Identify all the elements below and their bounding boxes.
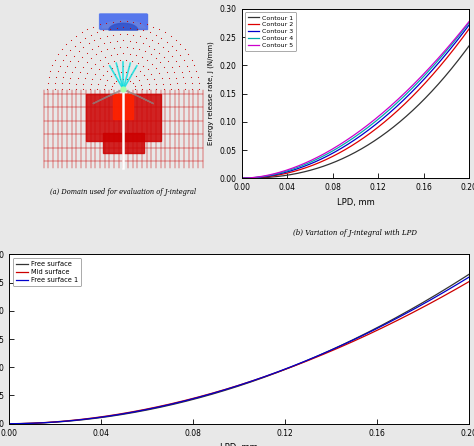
Contour 4	[348, 137, 354, 142]
Mid surface	[228, 385, 234, 390]
Contour 4	[239, 176, 245, 181]
Contour 3	[362, 130, 368, 136]
Line: Free surface 1: Free surface 1	[9, 277, 469, 424]
Polygon shape	[93, 89, 123, 104]
Contour 1	[461, 50, 466, 56]
Contour 2	[425, 77, 431, 83]
Contour 4	[461, 27, 466, 32]
Contour 3	[239, 176, 245, 181]
Contour 5	[348, 134, 354, 140]
Mid surface	[383, 323, 389, 329]
Legend: Free surface, Mid surface, Free surface 1: Free surface, Mid surface, Free surface …	[13, 258, 81, 286]
Contour 4	[425, 69, 431, 74]
Contour 1	[362, 144, 368, 149]
Contour 2	[461, 33, 466, 39]
Contour 2	[374, 125, 380, 131]
Free surface	[383, 320, 389, 326]
X-axis label: LPD, mm: LPD, mm	[337, 198, 374, 206]
Free surface	[466, 272, 472, 277]
Contour 1	[466, 43, 472, 48]
Contour 1	[425, 92, 431, 98]
Line: Contour 3: Contour 3	[242, 25, 469, 178]
Line: Mid surface: Mid surface	[9, 281, 469, 424]
Contour 4	[466, 20, 472, 25]
Free surface 1	[225, 386, 231, 392]
Line: Contour 5: Contour 5	[242, 21, 469, 178]
Contour 5	[425, 66, 431, 72]
Contour 5	[239, 176, 245, 181]
Mid surface	[7, 421, 12, 426]
Contour 4	[362, 127, 368, 132]
X-axis label: LPD, mm: LPD, mm	[220, 443, 258, 446]
Contour 2	[347, 144, 353, 149]
Free surface 1	[383, 321, 389, 326]
Polygon shape	[123, 89, 154, 104]
Text: (a) Domain used for evaluation of J-integral: (a) Domain used for evaluation of J-inte…	[50, 188, 196, 196]
Free surface 1	[466, 274, 472, 280]
Contour 3	[374, 120, 380, 126]
Contour 5	[374, 115, 380, 120]
Free surface 1	[456, 281, 461, 286]
Mid surface	[280, 368, 286, 373]
Contour 1	[348, 152, 354, 157]
Mid surface	[225, 386, 231, 391]
Line: Contour 4: Contour 4	[242, 22, 469, 178]
Contour 5	[466, 19, 472, 24]
Free surface	[7, 421, 12, 426]
Contour 3	[466, 22, 472, 27]
Line: Free surface: Free surface	[9, 274, 469, 424]
Free surface	[228, 386, 234, 391]
Free surface	[456, 278, 461, 284]
Free surface 1	[228, 385, 234, 391]
Contour 1	[374, 136, 380, 142]
Polygon shape	[100, 14, 147, 29]
Contour 3	[425, 72, 431, 77]
Contour 3	[347, 140, 353, 146]
Free surface 1	[280, 367, 286, 372]
Contour 5	[362, 124, 368, 130]
Mid surface	[456, 285, 461, 290]
Legend: Contour 1, Contour 2, Contour 3, Contour 4, Contour 5: Contour 1, Contour 2, Contour 3, Contour…	[245, 12, 296, 51]
Bar	[103, 132, 144, 153]
Line: Contour 2: Contour 2	[242, 29, 469, 178]
Line: Contour 1: Contour 1	[242, 45, 469, 178]
Contour 3	[348, 140, 354, 145]
Bar	[86, 94, 161, 141]
Contour 1	[347, 153, 353, 158]
Contour 2	[239, 176, 245, 181]
Free surface 1	[255, 376, 261, 381]
Contour 2	[466, 26, 472, 31]
Contour 5	[347, 136, 353, 141]
Text: (b) Variation of J-integral with LPD: (b) Variation of J-integral with LPD	[293, 229, 418, 237]
Mid surface	[255, 376, 261, 382]
Contour 2	[348, 144, 354, 149]
Contour 5	[461, 25, 466, 31]
Contour 4	[374, 117, 380, 123]
Contour 3	[461, 29, 466, 35]
Free surface	[255, 377, 261, 382]
Bar	[113, 94, 134, 119]
Contour 1	[239, 176, 245, 181]
Contour 2	[362, 134, 368, 140]
Contour 4	[347, 138, 353, 143]
Free surface	[280, 368, 286, 373]
Free surface 1	[7, 421, 12, 426]
Mid surface	[466, 279, 472, 284]
Y-axis label: Energy release rate, J (N/mm): Energy release rate, J (N/mm)	[208, 41, 214, 145]
Polygon shape	[109, 23, 137, 30]
Free surface	[225, 387, 231, 392]
